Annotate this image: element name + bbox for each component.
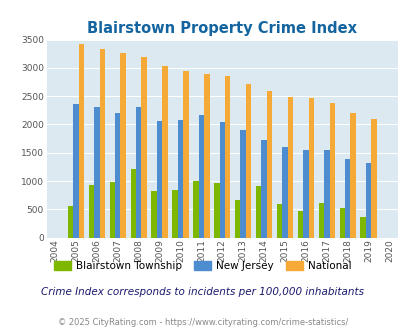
Bar bbox=[99, 49, 105, 238]
Bar bbox=[109, 182, 115, 238]
Bar bbox=[339, 208, 344, 238]
Bar bbox=[79, 44, 84, 238]
Bar bbox=[68, 207, 73, 238]
Bar bbox=[371, 119, 376, 238]
Bar bbox=[219, 122, 224, 238]
Bar bbox=[365, 163, 371, 238]
Bar bbox=[115, 113, 120, 238]
Bar bbox=[318, 203, 323, 238]
Bar bbox=[297, 211, 303, 238]
Bar bbox=[303, 150, 308, 238]
Bar bbox=[287, 97, 292, 238]
Bar bbox=[193, 181, 198, 238]
Legend: Blairstown Township, New Jersey, National: Blairstown Township, New Jersey, Nationa… bbox=[50, 256, 355, 275]
Bar bbox=[141, 56, 147, 238]
Bar bbox=[224, 76, 230, 238]
Bar bbox=[120, 53, 126, 238]
Bar bbox=[130, 169, 136, 238]
Bar bbox=[344, 159, 350, 238]
Bar bbox=[136, 107, 141, 238]
Bar bbox=[261, 140, 266, 238]
Bar bbox=[308, 98, 313, 238]
Bar bbox=[73, 104, 79, 238]
Text: © 2025 CityRating.com - https://www.cityrating.com/crime-statistics/: © 2025 CityRating.com - https://www.city… bbox=[58, 318, 347, 327]
Bar bbox=[88, 185, 94, 238]
Bar bbox=[276, 204, 281, 238]
Bar bbox=[151, 191, 156, 238]
Bar bbox=[240, 130, 245, 238]
Bar bbox=[234, 200, 240, 238]
Bar bbox=[183, 71, 188, 238]
Bar bbox=[162, 66, 167, 238]
Bar bbox=[281, 147, 287, 238]
Bar bbox=[266, 90, 272, 238]
Bar bbox=[213, 183, 219, 238]
Bar bbox=[255, 186, 261, 238]
Bar bbox=[329, 103, 334, 238]
Text: Crime Index corresponds to incidents per 100,000 inhabitants: Crime Index corresponds to incidents per… bbox=[41, 287, 364, 297]
Bar bbox=[94, 107, 99, 238]
Bar bbox=[198, 115, 204, 238]
Bar bbox=[350, 113, 355, 238]
Bar bbox=[156, 121, 162, 238]
Title: Blairstown Property Crime Index: Blairstown Property Crime Index bbox=[87, 21, 356, 36]
Bar bbox=[172, 190, 177, 238]
Bar bbox=[360, 217, 365, 238]
Bar bbox=[245, 84, 251, 238]
Bar bbox=[177, 120, 183, 238]
Bar bbox=[204, 74, 209, 238]
Bar bbox=[323, 150, 329, 238]
